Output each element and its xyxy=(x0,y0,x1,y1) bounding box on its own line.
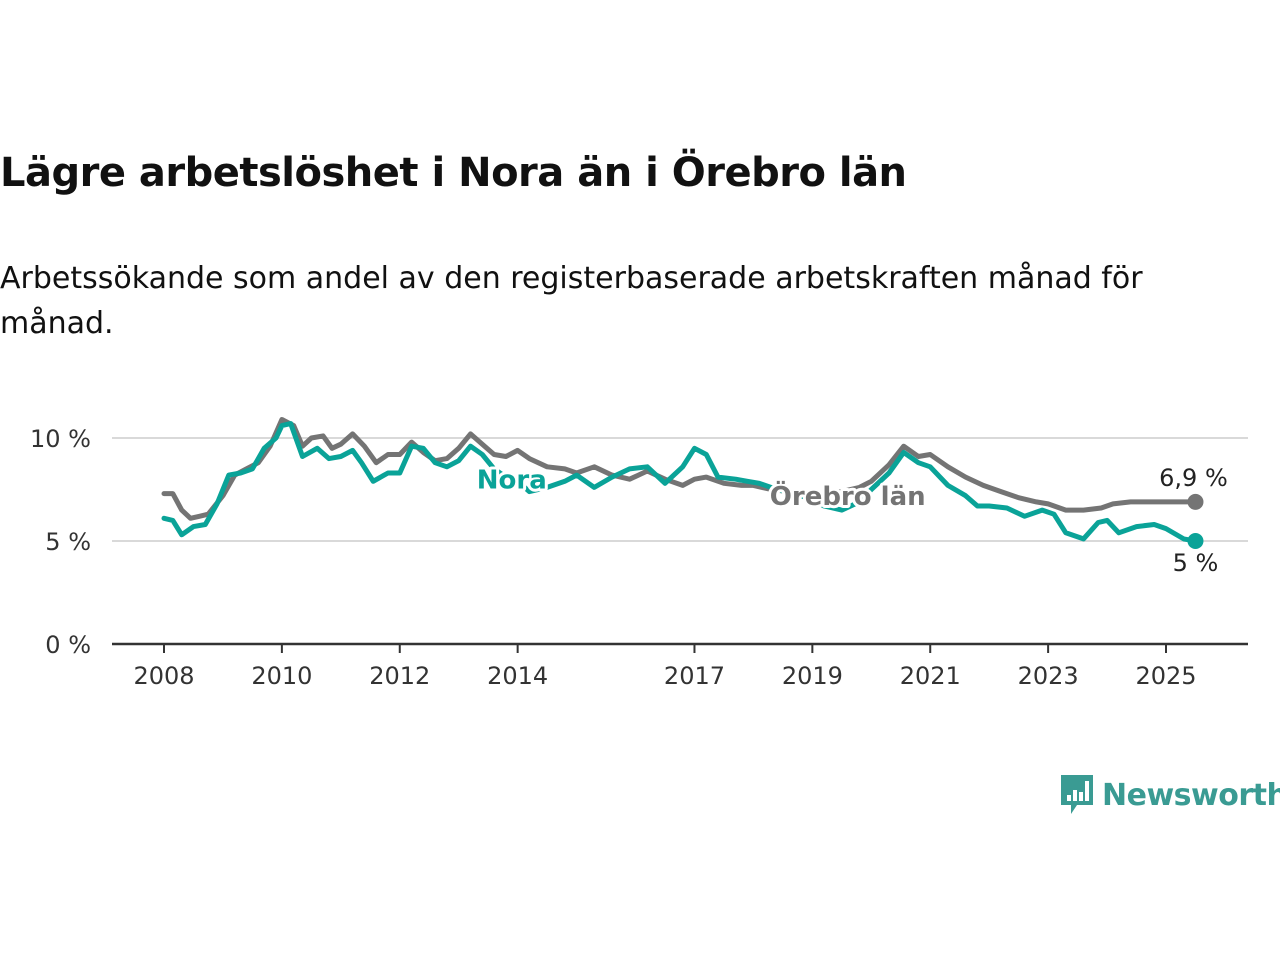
series-line--rebro-l-n xyxy=(161,417,1198,521)
x-tick-label: 2012 xyxy=(369,662,430,690)
series-lines xyxy=(161,417,1204,549)
series-line-nora xyxy=(161,421,1198,544)
newsworthy-chart-bubble-icon xyxy=(1061,775,1093,814)
y-tick-label: 5 % xyxy=(45,528,91,556)
x-tick-label: 2008 xyxy=(133,662,194,690)
x-tick-label: 2021 xyxy=(900,662,961,690)
x-tick-label: 2017 xyxy=(664,662,725,690)
gridlines xyxy=(112,437,1248,542)
end-value-label-nora: 5 % xyxy=(1173,549,1219,577)
chart-title: Lägre arbetslöshet i Nora än i Örebro lä… xyxy=(0,150,907,196)
chart-subtitle: Arbetssökande som andel av den registerb… xyxy=(0,261,1143,341)
end-point-nora xyxy=(1187,533,1204,549)
end-point--rebro-l-n xyxy=(1187,493,1204,510)
x-tick-label: 2025 xyxy=(1135,662,1196,690)
x-tick-label: 2023 xyxy=(1018,662,1079,690)
series-label-nora: Nora xyxy=(477,465,547,495)
x-tick-label: 2014 xyxy=(487,662,548,690)
series-labels: Nora Örebro län 6,9 % 5 % xyxy=(474,461,1231,579)
series-label-orebro-lan: Örebro län xyxy=(770,479,926,512)
brand-name: Newsworthy xyxy=(1102,777,1280,813)
end-value-label-orebro-lan: 6,9 % xyxy=(1159,464,1228,492)
newsworthy-logo[interactable]: Newsworthy xyxy=(1058,772,1280,818)
x-tick-label: 2010 xyxy=(251,662,312,690)
y-tick-label: 0 % xyxy=(45,631,91,659)
y-tick-label: 10 % xyxy=(30,425,91,453)
axes: 0 % 5 % 10 % 2008 2010 2012 2014 2017 2019 2021 20… xyxy=(30,425,1248,690)
x-tick-label: 2019 xyxy=(782,662,843,690)
